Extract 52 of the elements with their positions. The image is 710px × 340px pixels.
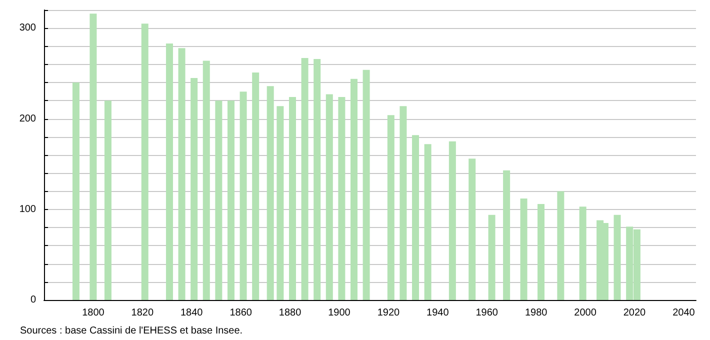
bar bbox=[350, 78, 358, 300]
y-tick-label: 100 bbox=[19, 204, 36, 215]
bar bbox=[276, 106, 284, 300]
bar bbox=[537, 204, 544, 300]
bar bbox=[166, 44, 173, 300]
bar bbox=[424, 144, 432, 300]
bar bbox=[227, 100, 234, 300]
bar bbox=[314, 58, 321, 300]
bar bbox=[289, 97, 296, 300]
bar bbox=[412, 135, 420, 300]
bar bbox=[503, 170, 510, 300]
bar bbox=[90, 14, 97, 300]
x-tick-label: 1840 bbox=[180, 308, 204, 318]
x-tick-label: 1800 bbox=[82, 308, 105, 318]
y-tick-label: 300 bbox=[19, 22, 36, 34]
x-tick-label: 1940 bbox=[426, 308, 450, 318]
bar bbox=[215, 100, 222, 300]
x-tick-label: 1960 bbox=[476, 308, 498, 318]
x-tick-label: 1980 bbox=[524, 308, 548, 318]
bar bbox=[301, 58, 308, 300]
bar bbox=[338, 97, 346, 300]
bar bbox=[190, 78, 198, 300]
bar bbox=[579, 206, 586, 300]
bar bbox=[400, 106, 407, 300]
x-tick-label: 2040 bbox=[672, 308, 696, 318]
bar bbox=[468, 158, 476, 300]
x-tick-label: 2000 bbox=[574, 308, 597, 318]
x-tick-label: 1900 bbox=[328, 308, 351, 318]
bar bbox=[240, 92, 247, 300]
bar bbox=[252, 72, 260, 300]
bar bbox=[614, 214, 621, 300]
x-tick-label: 1860 bbox=[230, 308, 252, 318]
bar bbox=[557, 191, 564, 300]
bar bbox=[448, 141, 456, 300]
bar bbox=[104, 100, 112, 300]
bar bbox=[202, 60, 210, 300]
y-tick-label: 200 bbox=[19, 113, 36, 124]
bar bbox=[387, 115, 394, 300]
source-note: Sources : base Cassini de l'EHESS et base Insee. bbox=[20, 326, 243, 336]
bar bbox=[141, 24, 148, 300]
x-tick-label: 1820 bbox=[131, 308, 154, 318]
x-tick-label: 1880 bbox=[278, 308, 302, 318]
bar bbox=[266, 86, 274, 300]
y-tick-label: 0 bbox=[30, 294, 36, 306]
x-tick-label: 2020 bbox=[623, 308, 646, 318]
x-tick-label: 1920 bbox=[377, 308, 400, 318]
bar bbox=[178, 48, 186, 300]
bar bbox=[488, 214, 496, 300]
bar bbox=[520, 198, 528, 300]
bar bbox=[72, 82, 80, 300]
bar bbox=[362, 70, 370, 300]
bar bbox=[326, 94, 333, 300]
